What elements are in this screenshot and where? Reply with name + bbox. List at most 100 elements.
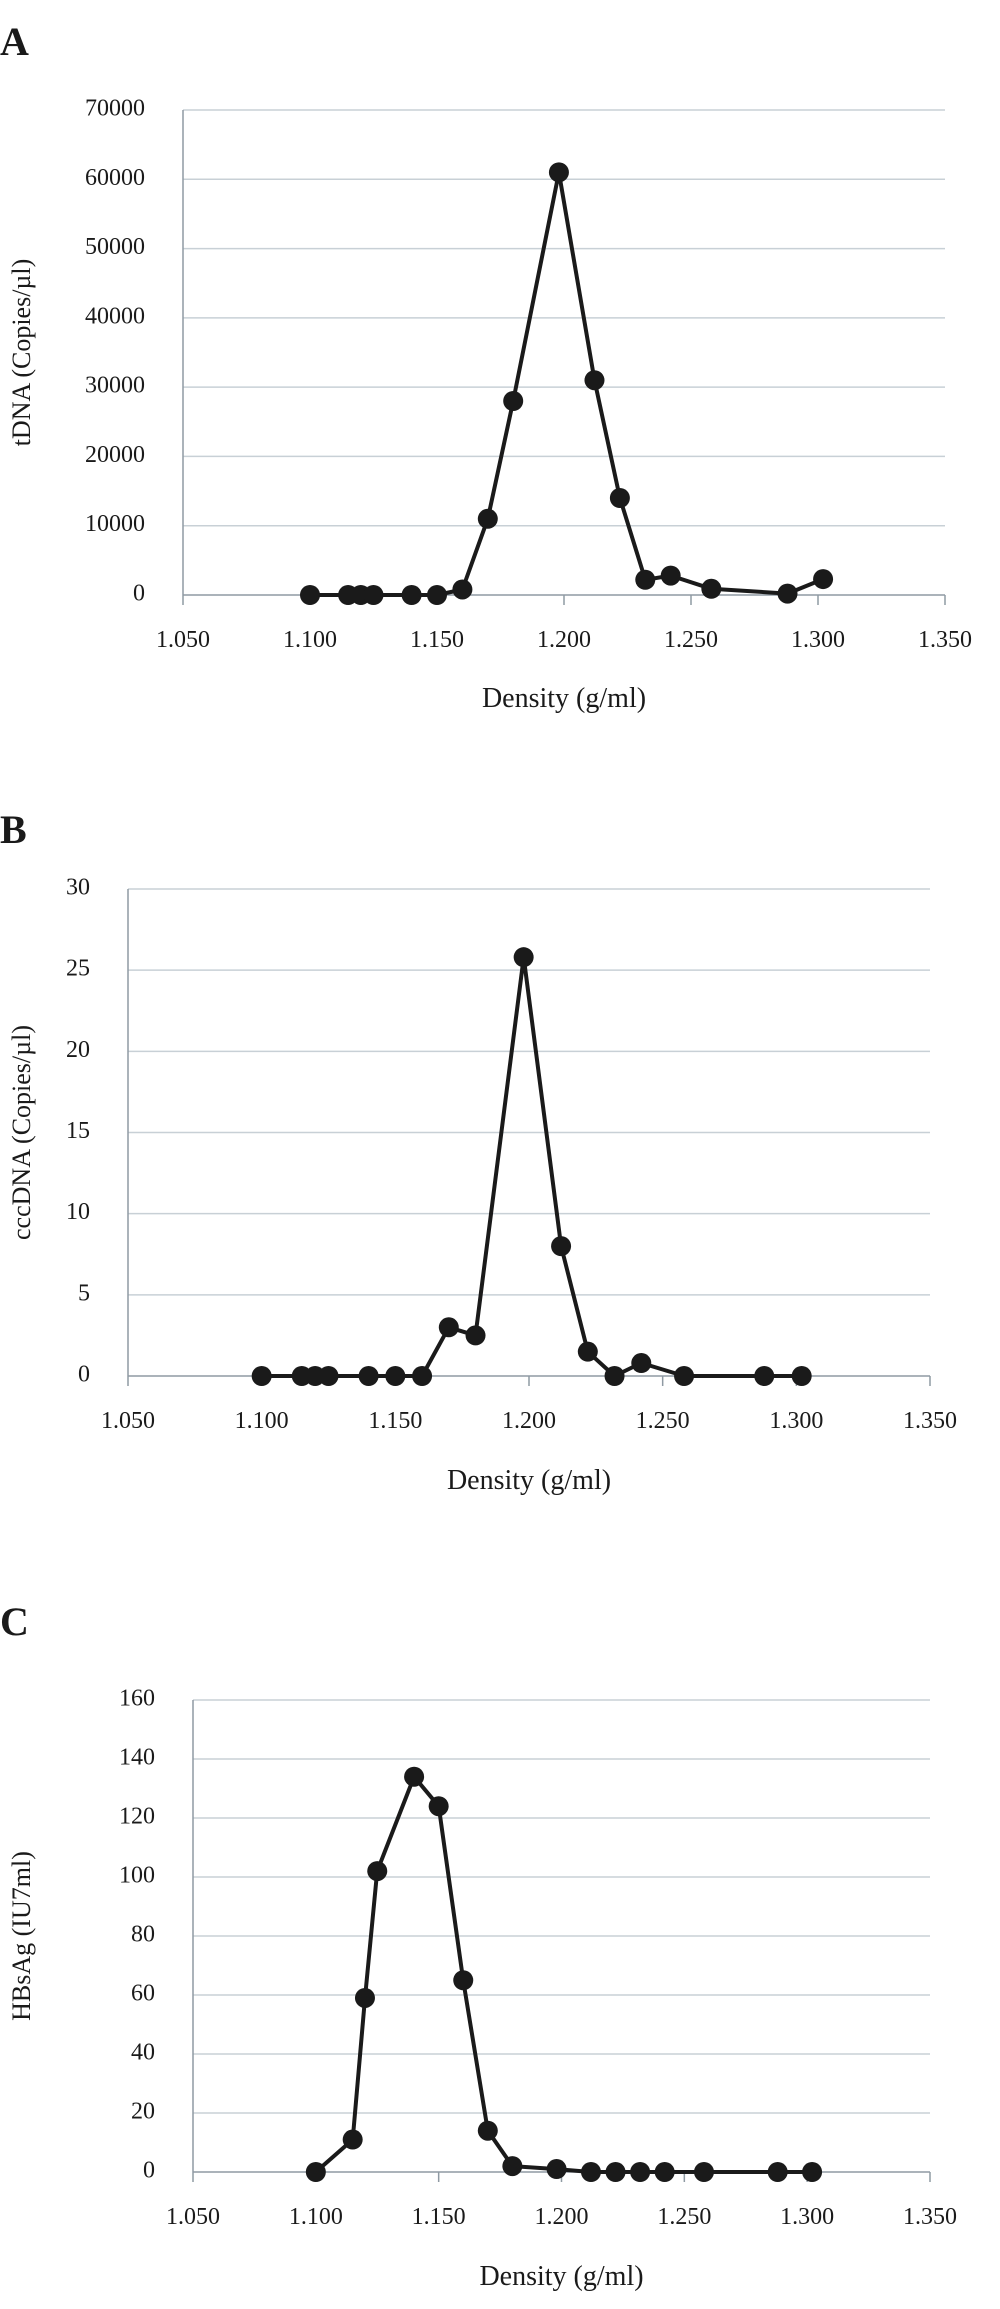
data-point bbox=[412, 1366, 433, 1386]
data-point bbox=[605, 2162, 626, 2182]
x-tick-label: 1.200 bbox=[537, 627, 591, 653]
data-point bbox=[342, 2129, 363, 2150]
x-tick-label: 1.250 bbox=[664, 627, 718, 653]
y-tick-label: 20 bbox=[66, 1037, 90, 1063]
y-tick-label: 60000 bbox=[85, 165, 145, 191]
data-point bbox=[813, 569, 834, 590]
y-tick-label: 10000 bbox=[85, 511, 145, 537]
x-axis-title: Density (g/ml) bbox=[482, 683, 646, 714]
y-tick-label: 30 bbox=[66, 875, 90, 901]
data-point bbox=[791, 1366, 812, 1386]
y-tick-label: 30000 bbox=[85, 373, 145, 399]
panel-label: B bbox=[0, 807, 27, 852]
y-tick-label: 5 bbox=[78, 1280, 90, 1306]
panel-label: C bbox=[0, 1599, 29, 1644]
x-tick-label: 1.300 bbox=[769, 1408, 823, 1434]
data-point bbox=[438, 1317, 459, 1338]
y-tick-label: 40 bbox=[131, 2040, 155, 2066]
data-point bbox=[477, 2120, 498, 2141]
x-tick-label: 1.050 bbox=[101, 1408, 155, 1434]
data-point bbox=[551, 1236, 572, 1257]
x-tick-label: 1.250 bbox=[657, 2204, 711, 2230]
data-point bbox=[428, 1796, 449, 1817]
x-tick-label: 1.100 bbox=[289, 2204, 343, 2230]
data-point bbox=[546, 2159, 567, 2180]
data-point bbox=[802, 2162, 823, 2182]
x-tick-label: 1.150 bbox=[410, 627, 464, 653]
chart-panel-b: B 0 5 10 15 20 25 30 1.050 1.100 1.150 1.200 1.250 1.… bbox=[0, 807, 957, 1496]
x-tick-label: 1.050 bbox=[156, 627, 210, 653]
x-tick-label: 1.350 bbox=[903, 1408, 957, 1434]
data-point bbox=[513, 947, 534, 968]
x-tick-label: 1.150 bbox=[412, 2204, 466, 2230]
x-tick-label: 1.300 bbox=[791, 627, 845, 653]
data-point bbox=[584, 370, 605, 391]
x-tick-label: 1.150 bbox=[368, 1408, 422, 1434]
data-point bbox=[427, 585, 447, 605]
data-point bbox=[635, 569, 656, 590]
y-tick-label: 15 bbox=[66, 1118, 90, 1144]
y-tick-label: 80 bbox=[131, 1922, 155, 1948]
data-point bbox=[754, 1366, 775, 1386]
data-point bbox=[630, 2162, 651, 2182]
chart-panel-a: A 0 10000 20000 30000 40000 50000 60000 70000 1.0… bbox=[0, 19, 972, 714]
data-point bbox=[452, 579, 473, 600]
x-axis-title: Density (g/ml) bbox=[447, 1465, 611, 1496]
data-point bbox=[318, 1366, 339, 1386]
data-point bbox=[580, 2162, 601, 2182]
data-point bbox=[465, 1325, 486, 1346]
y-axis-title: cccDNA (Copies/µl) bbox=[7, 1025, 36, 1240]
y-tick-label: 40000 bbox=[85, 303, 145, 329]
data-point bbox=[305, 2162, 326, 2182]
data-point bbox=[367, 1861, 388, 1882]
series-line bbox=[261, 955, 802, 1378]
data-point bbox=[453, 1970, 474, 1991]
y-tick-label: 70000 bbox=[85, 96, 145, 122]
data-point bbox=[548, 162, 569, 183]
x-tick-label: 1.100 bbox=[235, 1408, 289, 1434]
data-point bbox=[300, 585, 320, 605]
data-point bbox=[363, 585, 384, 605]
y-tick-label: 100 bbox=[119, 1863, 155, 1889]
data-point bbox=[701, 578, 722, 599]
data-point bbox=[631, 1353, 652, 1374]
data-point bbox=[660, 565, 681, 586]
data-point bbox=[502, 2156, 523, 2177]
x-tick-label: 1.200 bbox=[535, 2204, 589, 2230]
series-line bbox=[310, 170, 824, 597]
data-point bbox=[251, 1366, 272, 1386]
x-tick-label: 1.200 bbox=[502, 1408, 556, 1434]
panel-label: A bbox=[0, 19, 29, 64]
x-axis-title: Density (g/ml) bbox=[479, 2261, 643, 2292]
x-tick-label: 1.350 bbox=[918, 627, 972, 653]
data-point bbox=[404, 1766, 425, 1787]
data-point bbox=[477, 508, 498, 529]
y-tick-label: 20000 bbox=[85, 442, 145, 468]
x-tick-label: 1.300 bbox=[780, 2204, 834, 2230]
y-tick-label: 20 bbox=[131, 2099, 155, 2125]
data-point bbox=[503, 391, 524, 411]
data-point bbox=[693, 2162, 714, 2182]
y-tick-label: 0 bbox=[133, 581, 145, 607]
x-tick-label: 1.050 bbox=[166, 2204, 220, 2230]
y-axis-title: tDNA (Copies/µl) bbox=[7, 259, 36, 447]
y-tick-label: 25 bbox=[66, 956, 90, 982]
y-tick-label: 120 bbox=[119, 1804, 155, 1830]
data-point bbox=[654, 2162, 675, 2182]
data-point bbox=[577, 1341, 598, 1362]
data-point bbox=[401, 585, 422, 605]
data-point bbox=[385, 1366, 406, 1386]
data-point bbox=[767, 2162, 788, 2182]
x-tick-label: 1.350 bbox=[903, 2204, 957, 2230]
x-tick-label: 1.250 bbox=[636, 1408, 690, 1434]
data-point bbox=[358, 1366, 379, 1386]
y-tick-label: 0 bbox=[78, 1362, 90, 1388]
x-tick-label: 1.100 bbox=[283, 627, 337, 653]
y-tick-label: 10 bbox=[66, 1199, 90, 1225]
data-point bbox=[674, 1366, 695, 1386]
y-tick-label: 140 bbox=[119, 1745, 155, 1771]
data-point bbox=[604, 1366, 625, 1386]
y-tick-label: 50000 bbox=[85, 234, 145, 260]
y-tick-label: 60 bbox=[131, 1981, 155, 2007]
